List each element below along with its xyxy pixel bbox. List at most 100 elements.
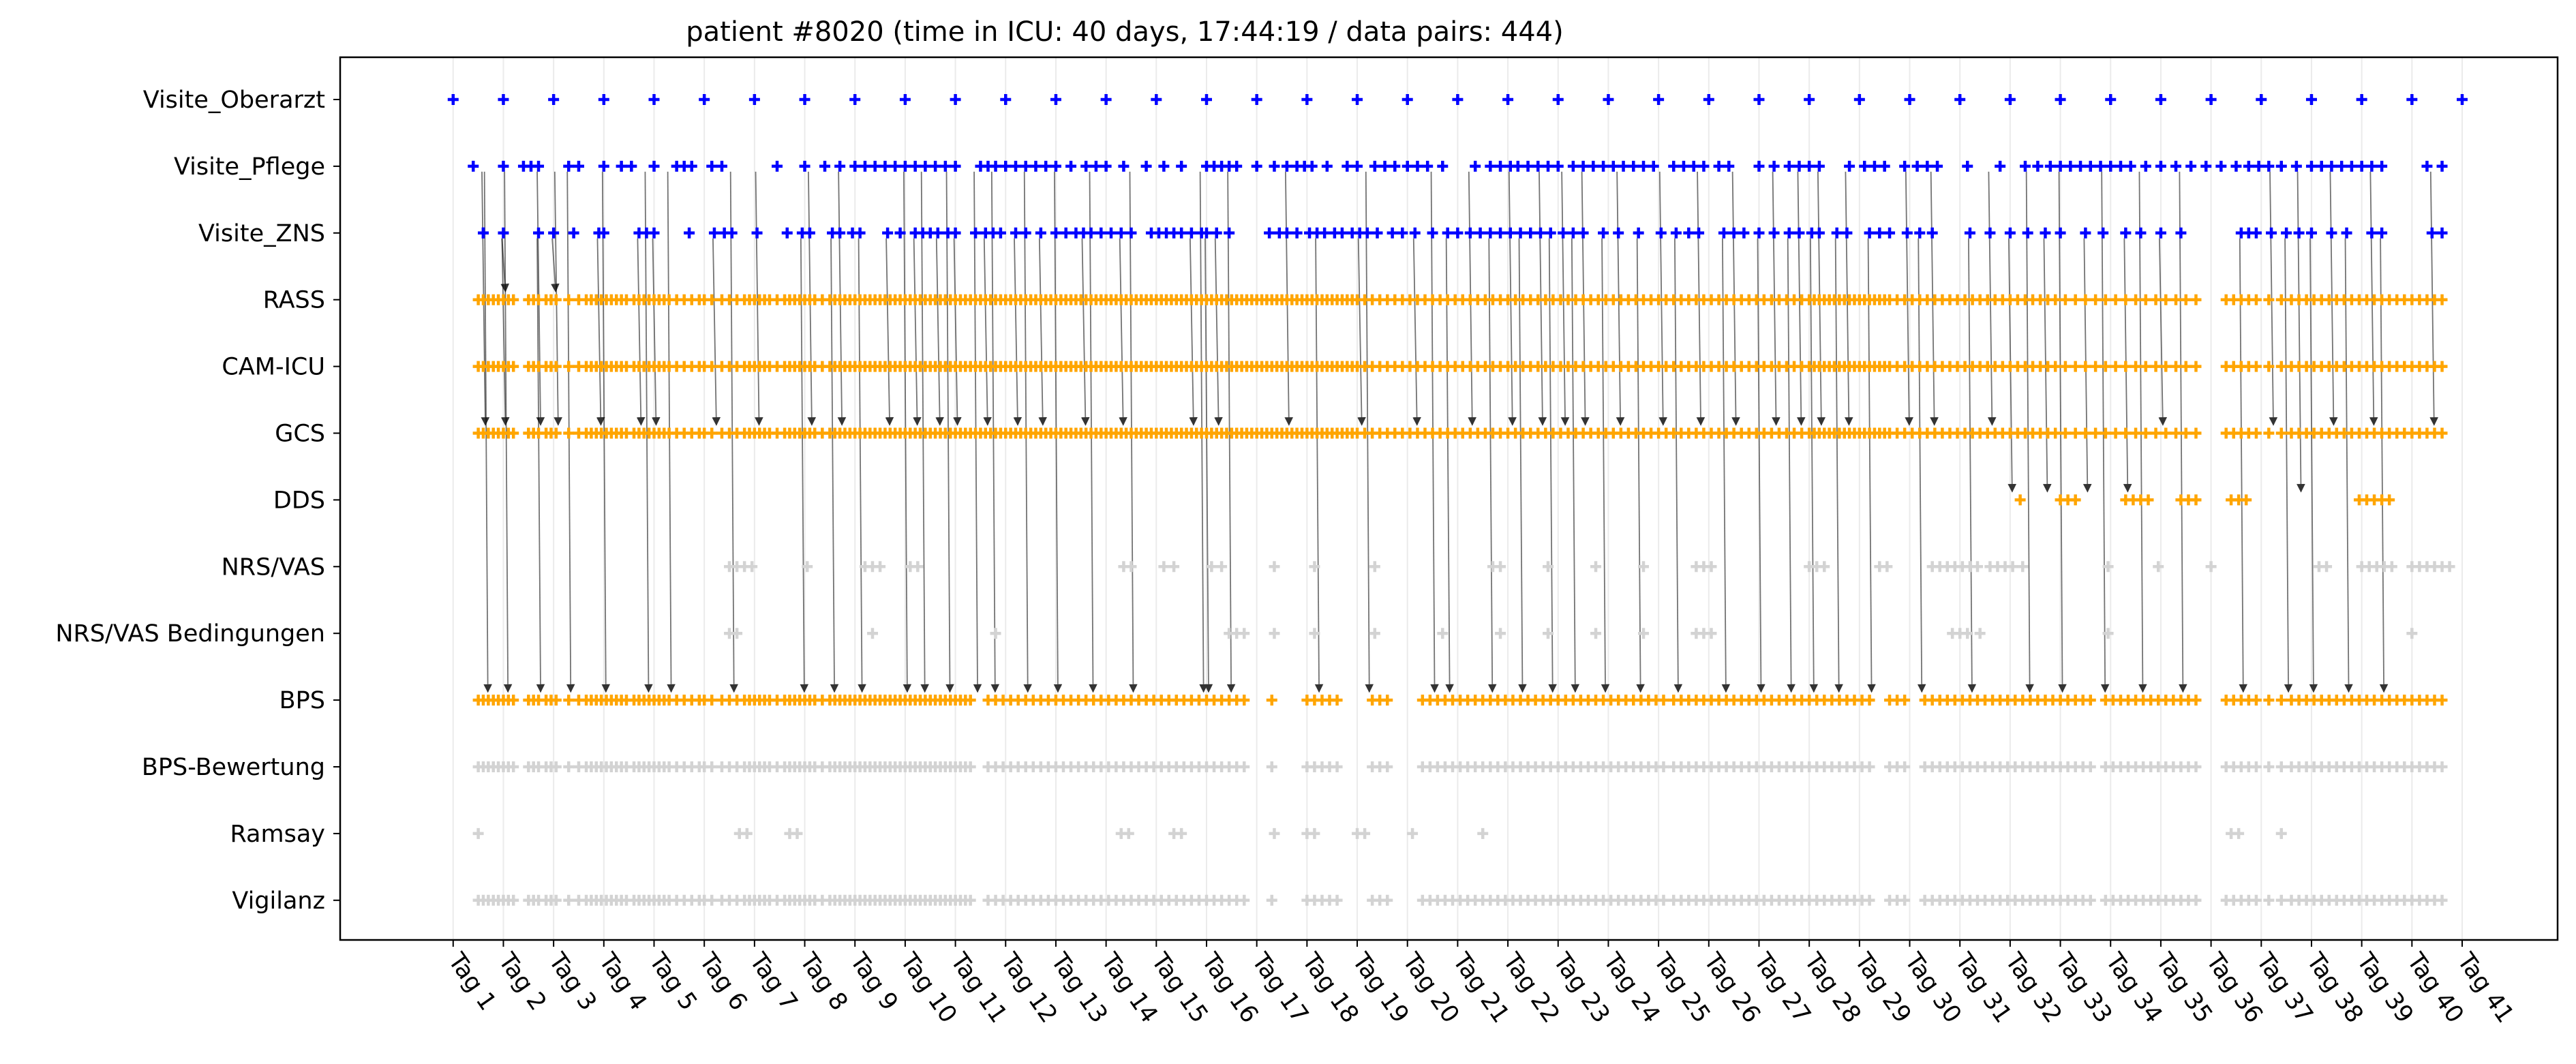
- data-point: [1668, 160, 1680, 172]
- data-point: [1401, 160, 1413, 172]
- data-point: [1331, 695, 1343, 706]
- data-point: [2085, 695, 2096, 706]
- data-point: [2305, 94, 2317, 105]
- pair-arrow: [2344, 238, 2353, 693]
- data-point: [2180, 361, 2192, 372]
- series-nrs-vas-bedingungen: [724, 628, 2418, 639]
- data-point: [746, 561, 758, 573]
- data-point: [2140, 294, 2151, 305]
- data-point: [1206, 561, 1217, 573]
- data-point: [1853, 94, 1865, 105]
- data-point: [2090, 294, 2102, 305]
- data-point: [2135, 227, 2147, 239]
- data-point: [2095, 160, 2106, 172]
- data-point: [2243, 160, 2254, 172]
- data-point: [2160, 361, 2172, 372]
- data-point: [2275, 361, 2287, 372]
- data-point: [1723, 160, 1735, 172]
- data-point: [2305, 160, 2317, 172]
- data-point: [616, 160, 627, 172]
- chart-title: patient #8020 (time in ICU: 40 days, 17:…: [686, 16, 1563, 48]
- data-point: [1590, 628, 1602, 639]
- data-point: [869, 160, 881, 172]
- data-point: [2250, 361, 2262, 372]
- data-point: [1020, 160, 1031, 172]
- data-point: [1266, 761, 1277, 772]
- data-point: [748, 94, 760, 105]
- data-point: [1301, 94, 1313, 105]
- data-point: [1864, 695, 1875, 706]
- data-point: [2281, 227, 2292, 239]
- data-point: [2120, 227, 2132, 239]
- data-point: [1140, 160, 1152, 172]
- data-point: [950, 94, 961, 105]
- data-point: [2376, 227, 2388, 239]
- pair-arrow: [1357, 238, 1366, 426]
- y-tick-label: NRS/VAS: [222, 553, 325, 581]
- data-point: [498, 227, 509, 239]
- data-point: [2215, 160, 2227, 172]
- data-point: [1884, 227, 1896, 239]
- data-point: [950, 160, 961, 172]
- data-point: [1200, 94, 1212, 105]
- data-point: [1239, 894, 1250, 906]
- data-point: [1211, 227, 1222, 239]
- data-point: [1868, 160, 1880, 172]
- data-point: [920, 160, 931, 172]
- data-point: [2266, 227, 2277, 239]
- data-point: [2175, 227, 2187, 239]
- data-point: [2275, 827, 2287, 839]
- data-point: [550, 894, 562, 906]
- data-point: [2130, 427, 2142, 439]
- data-point: [965, 894, 976, 906]
- data-point: [875, 561, 886, 573]
- y-tick-label: Vigilanz: [232, 887, 325, 915]
- data-point: [2190, 427, 2202, 439]
- data-point: [1372, 227, 1383, 239]
- data-point: [1613, 227, 1624, 239]
- data-point: [819, 160, 831, 172]
- data-point: [2426, 227, 2438, 239]
- data-point: [2004, 227, 2016, 239]
- data-point: [1065, 160, 1077, 172]
- data-point: [1309, 561, 1320, 573]
- data-point: [859, 160, 870, 172]
- data-point: [550, 294, 562, 305]
- data-point: [2185, 160, 2197, 172]
- data-point: [2125, 160, 2136, 172]
- data-point: [550, 361, 562, 372]
- data-point: [1678, 160, 1689, 172]
- data-point: [1698, 160, 1710, 172]
- data-point: [1239, 761, 1250, 772]
- data-point: [1899, 761, 1911, 772]
- data-point: [1309, 628, 1320, 639]
- data-point: [1452, 227, 1464, 239]
- series-rass: [472, 294, 2448, 305]
- data-point: [834, 160, 846, 172]
- data-point: [1804, 94, 1815, 105]
- data-point: [1841, 227, 1853, 239]
- data-point: [2070, 494, 2081, 506]
- data-point: [1115, 227, 1127, 239]
- data-point: [1638, 628, 1650, 639]
- data-point: [1369, 160, 1380, 172]
- y-tick-label: Visite_ZNS: [198, 220, 325, 247]
- data-point: [1464, 227, 1476, 239]
- data-point: [2406, 628, 2418, 639]
- data-point: [1911, 160, 1923, 172]
- data-point: [2160, 294, 2172, 305]
- data-point: [1251, 94, 1262, 105]
- data-point: [2140, 160, 2151, 172]
- data-point: [990, 628, 1001, 639]
- data-point: [2040, 227, 2051, 239]
- data-point: [1567, 160, 1579, 172]
- data-point: [472, 827, 484, 839]
- pair-arrow: [636, 238, 646, 426]
- data-point: [2293, 227, 2305, 239]
- data-point: [2305, 227, 2317, 239]
- data-point: [533, 160, 545, 172]
- data-point: [2110, 294, 2121, 305]
- data-point: [1125, 227, 1137, 239]
- data-point: [2155, 227, 2166, 239]
- data-point: [1768, 160, 1780, 172]
